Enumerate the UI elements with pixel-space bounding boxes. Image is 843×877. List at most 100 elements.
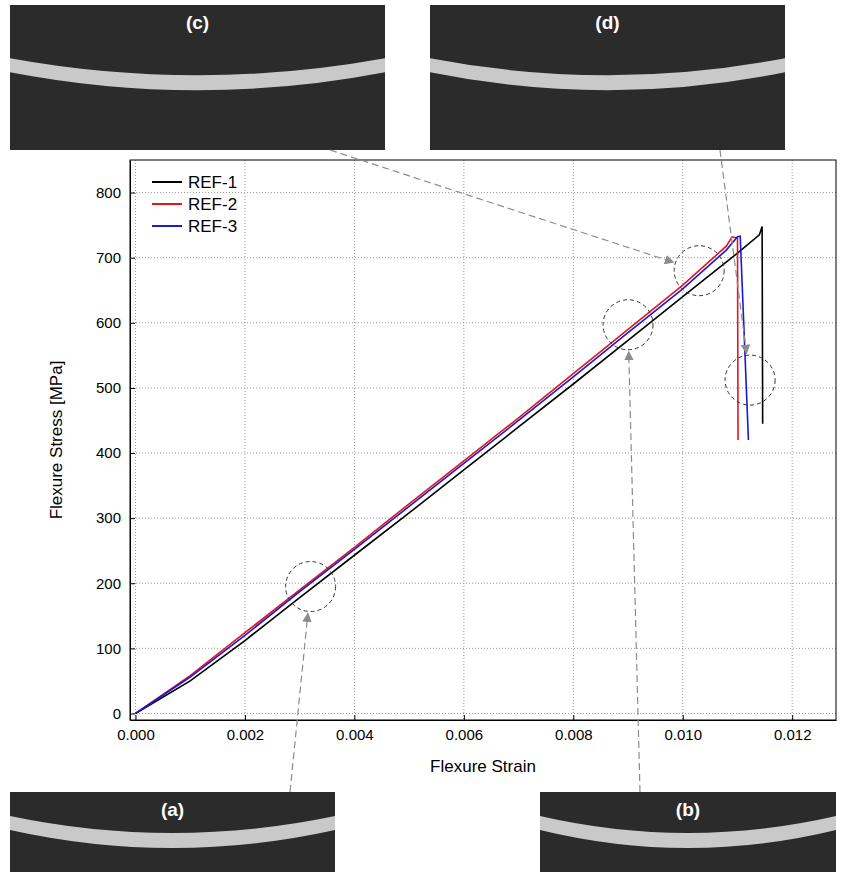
x-tick-label: 0.002 [227, 726, 265, 743]
highlight-circle [603, 300, 653, 350]
y-tick-mark [130, 648, 135, 649]
y-tick-mark [130, 388, 135, 389]
photo-specimen [10, 816, 335, 848]
y-tick-mark [130, 583, 135, 584]
y-tick: 500 [96, 379, 135, 396]
inset-label: (c) [186, 12, 209, 33]
plot-frame [130, 160, 836, 720]
grid-line-y [130, 583, 836, 584]
y-tick-mark [130, 518, 135, 519]
lines [135, 226, 762, 713]
y-tick-mark [130, 323, 135, 324]
grid-line-x [135, 160, 136, 720]
x-tick: 0.008 [555, 715, 593, 743]
y-axis-title: Flexure Stress [MPa] [47, 361, 66, 520]
annotation-arrow [720, 150, 747, 353]
y-tick: 200 [96, 575, 135, 592]
x-tick-mark [683, 715, 684, 720]
y-tick-label: 500 [96, 379, 121, 396]
y-tick: 400 [96, 444, 135, 461]
y-axis-line [130, 161, 131, 721]
photo-background [10, 5, 385, 150]
y-tick: 300 [96, 509, 135, 526]
photo-background [540, 792, 836, 872]
y-tick: 700 [96, 249, 135, 266]
grid-line-y [130, 322, 836, 323]
photo-background [430, 5, 785, 150]
x-axis: 0.000 0.002 0.004 0.006 0.008 0.010 0.012 [117, 715, 836, 743]
x-tick: 0.002 [227, 715, 265, 743]
x-tick-label: 0.004 [336, 726, 374, 743]
annotations: (a) (b) (c) (d) [10, 5, 836, 872]
y-tick: 100 [96, 640, 135, 657]
y-tick: 600 [96, 314, 135, 331]
x-tick-label: 0.010 [664, 726, 702, 743]
legend-swatch [152, 181, 182, 183]
x-axis-line [131, 720, 837, 721]
y-axis: 0 100 200 300 400 500 600 700 800 [96, 161, 135, 722]
x-tick: 0.006 [446, 715, 484, 743]
x-tick-mark [354, 715, 355, 720]
x-tick-label: 0.006 [446, 726, 484, 743]
grid-line-y [130, 713, 836, 714]
photo-inset: (a) [10, 792, 335, 872]
y-tick-label: 400 [96, 444, 121, 461]
inset-label: (b) [676, 799, 700, 820]
photo-inset: (b) [540, 792, 836, 872]
grid-line-x [682, 160, 683, 720]
y-tick: 800 [96, 184, 135, 201]
highlight-circle [674, 246, 724, 296]
legend-swatch [152, 203, 182, 205]
x-tick-mark [573, 715, 574, 720]
legend-swatch [152, 225, 182, 227]
y-tick-label: 100 [96, 640, 121, 657]
highlight-circle [286, 562, 336, 612]
x-tick-mark [792, 715, 793, 720]
highlight-circle [725, 355, 775, 405]
x-tick-label: 0.008 [555, 726, 593, 743]
grid [130, 160, 836, 720]
photo-inset: (d) [430, 5, 785, 150]
y-tick-mark [130, 258, 135, 259]
grid-line-x [354, 160, 355, 720]
x-tick: 0.004 [336, 715, 374, 743]
x-tick: 0.000 [117, 715, 155, 743]
x-tick-label: 0.000 [117, 726, 155, 743]
y-tick-label: 200 [96, 575, 121, 592]
y-tick-mark [130, 193, 135, 194]
legend-label: REF-2 [188, 195, 237, 214]
x-tick-mark [245, 715, 246, 720]
photo-specimen [10, 58, 385, 90]
grid-line-y [130, 192, 836, 193]
annotation-arrow [290, 613, 308, 792]
y-tick-label: 0 [113, 705, 121, 722]
y-tick-mark [130, 453, 135, 454]
photo-inset: (c) [10, 5, 385, 150]
y-tick-label: 300 [96, 509, 121, 526]
series-line [135, 236, 748, 713]
y-tick-mark [130, 713, 135, 714]
photo-background [10, 792, 335, 872]
x-tick-mark [135, 715, 136, 720]
photo-specimen [430, 58, 785, 90]
series-line [135, 226, 762, 713]
x-axis-title: Flexure Strain [430, 757, 536, 776]
inset-label: (d) [595, 12, 619, 33]
x-tick-mark [464, 715, 465, 720]
grid-line-y [130, 387, 836, 388]
y-tick: 0 [113, 705, 135, 722]
annotation-arrow [330, 150, 674, 262]
grid-line-x [573, 160, 574, 720]
chart: 0.000 0.002 0.004 0.006 0.008 0.010 0.012 0 100 2… [0, 0, 843, 877]
series-line [135, 237, 738, 714]
grid-line-y [130, 518, 836, 519]
annotation-arrow [629, 352, 640, 792]
y-tick-label: 800 [96, 184, 121, 201]
x-tick-label: 0.012 [774, 726, 812, 743]
y-tick-label: 700 [96, 249, 121, 266]
legend-label: REF-3 [188, 217, 237, 236]
inset-label: (a) [161, 799, 184, 820]
grid-line-x [463, 160, 464, 720]
photo-specimen [540, 816, 836, 848]
x-tick: 0.012 [774, 715, 812, 743]
